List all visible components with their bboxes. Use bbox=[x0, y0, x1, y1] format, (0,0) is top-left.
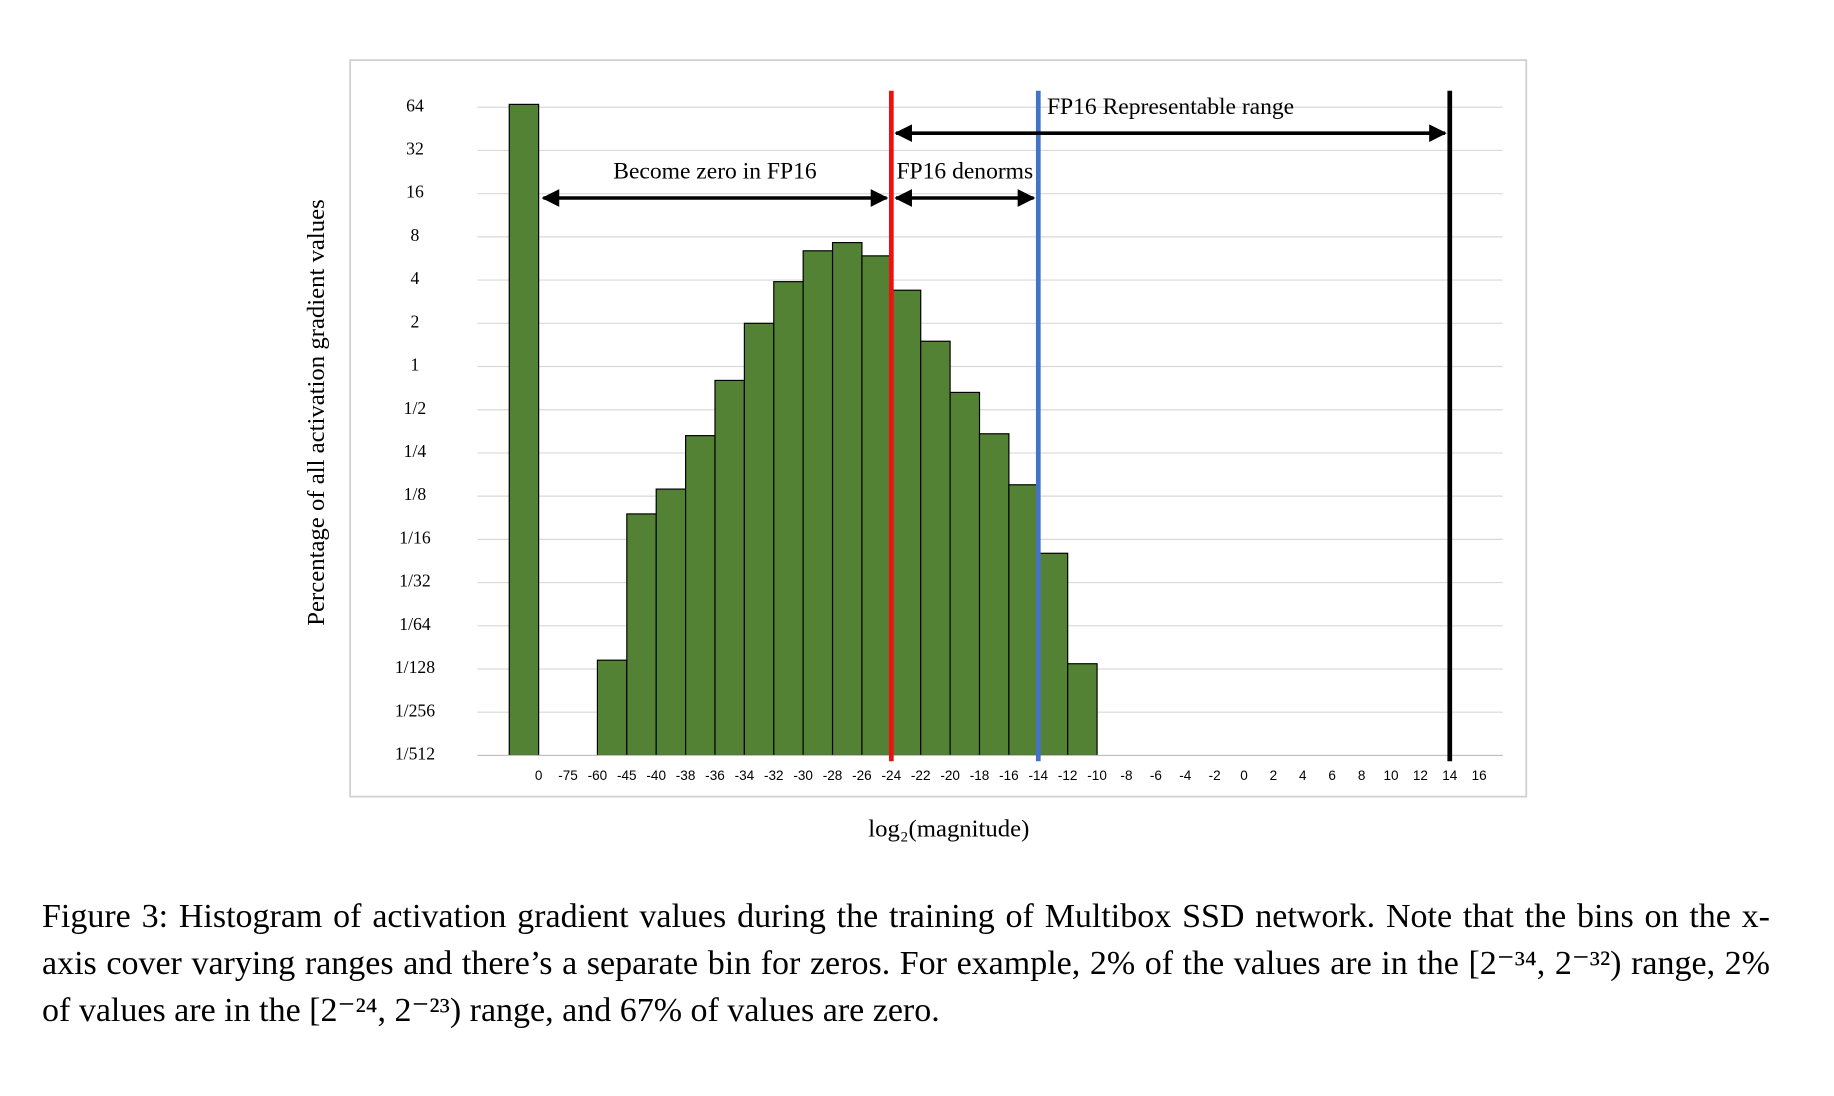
annotation-text: FP16 denorms bbox=[896, 159, 1033, 185]
x-tick-label: -20 bbox=[940, 768, 960, 783]
y-tick-label: 4 bbox=[411, 268, 420, 288]
bar bbox=[949, 391, 981, 757]
x-tick-label: 0 bbox=[1240, 768, 1248, 783]
x-tick-label: 2 bbox=[1270, 768, 1278, 783]
y-tick-label: 1/128 bbox=[395, 657, 435, 677]
x-tick-label: -6 bbox=[1150, 768, 1162, 783]
x-tick-label: -18 bbox=[970, 768, 990, 783]
x-tick-label: -45 bbox=[617, 768, 637, 783]
x-tick-label: -75 bbox=[558, 768, 578, 783]
annotation-text: FP16 Representable range bbox=[1047, 94, 1294, 120]
y-tick-label: 1/64 bbox=[399, 614, 431, 634]
y-tick-label: 2 bbox=[411, 311, 420, 331]
x-tick-label: -4 bbox=[1179, 768, 1192, 783]
x-tick-label: 4 bbox=[1299, 768, 1307, 783]
y-tick-label: 16 bbox=[406, 182, 424, 202]
x-tick-label: 12 bbox=[1413, 768, 1428, 783]
x-tick-label: -26 bbox=[852, 768, 872, 783]
x-tick-label: -36 bbox=[705, 768, 725, 783]
x-tick-label: -2 bbox=[1209, 768, 1221, 783]
x-tick-label: -60 bbox=[588, 768, 608, 783]
bar bbox=[1037, 552, 1069, 757]
x-tick-label: -12 bbox=[1058, 768, 1078, 783]
bar bbox=[978, 433, 1010, 757]
y-tick-label: 1/2 bbox=[404, 398, 427, 418]
x-tick-label: -30 bbox=[793, 768, 813, 783]
x-tick-label: -40 bbox=[646, 768, 666, 783]
bar bbox=[802, 250, 834, 757]
bar bbox=[773, 281, 804, 757]
annotation-text: Become zero in FP16 bbox=[613, 159, 817, 185]
bar bbox=[831, 241, 863, 757]
y-tick-label: 1/32 bbox=[399, 571, 430, 591]
x-tick-label: -32 bbox=[764, 768, 784, 783]
x-tick-label: -24 bbox=[882, 768, 902, 783]
x-tick-label: 14 bbox=[1442, 768, 1458, 783]
x-tick-label: -8 bbox=[1120, 768, 1132, 783]
bar bbox=[655, 488, 687, 757]
y-tick-label: 1/512 bbox=[395, 743, 435, 763]
bar bbox=[861, 255, 892, 757]
bar bbox=[508, 103, 540, 757]
x-tick-label: -28 bbox=[823, 768, 843, 783]
x-tick-label: -22 bbox=[911, 768, 931, 783]
x-tick-label: 0 bbox=[535, 768, 543, 783]
x-tick-label: -38 bbox=[676, 768, 696, 783]
bar bbox=[714, 379, 745, 757]
x-tick-label: -14 bbox=[1028, 768, 1048, 783]
plot-area: 64321684211/21/41/81/161/321/641/1281/25… bbox=[395, 90, 1503, 783]
y-tick-label: 1/4 bbox=[404, 441, 427, 461]
x-tick-label: -10 bbox=[1087, 768, 1107, 783]
bar bbox=[890, 289, 922, 757]
x-tick-label: -16 bbox=[999, 768, 1019, 783]
x-tick-label: 6 bbox=[1328, 768, 1336, 783]
y-tick-label: 64 bbox=[406, 95, 424, 115]
bar bbox=[1008, 484, 1039, 757]
x-tick-label: 8 bbox=[1358, 768, 1366, 783]
bar bbox=[1067, 663, 1098, 757]
x-axis-label: log₂(magnitude) bbox=[868, 816, 1029, 843]
bar bbox=[920, 340, 951, 757]
bar bbox=[626, 513, 657, 757]
y-tick-label: 32 bbox=[406, 139, 424, 159]
bar bbox=[596, 659, 628, 757]
y-tick-label: 1/16 bbox=[399, 527, 431, 547]
bar bbox=[743, 322, 775, 757]
bar bbox=[685, 435, 716, 757]
y-tick-label: 1/256 bbox=[395, 700, 435, 720]
x-tick-label: 16 bbox=[1472, 768, 1487, 783]
x-tick-label: 10 bbox=[1383, 768, 1398, 783]
x-tick-label: -34 bbox=[735, 768, 755, 783]
y-tick-label: 8 bbox=[411, 225, 420, 245]
figure-caption: Figure 3: Histogram of activation gradie… bbox=[42, 898, 1770, 1029]
y-tick-label: 1 bbox=[411, 355, 420, 375]
y-axis-label: Percentage of all activation gradient va… bbox=[303, 199, 330, 626]
y-tick-label: 1/8 bbox=[404, 484, 427, 504]
